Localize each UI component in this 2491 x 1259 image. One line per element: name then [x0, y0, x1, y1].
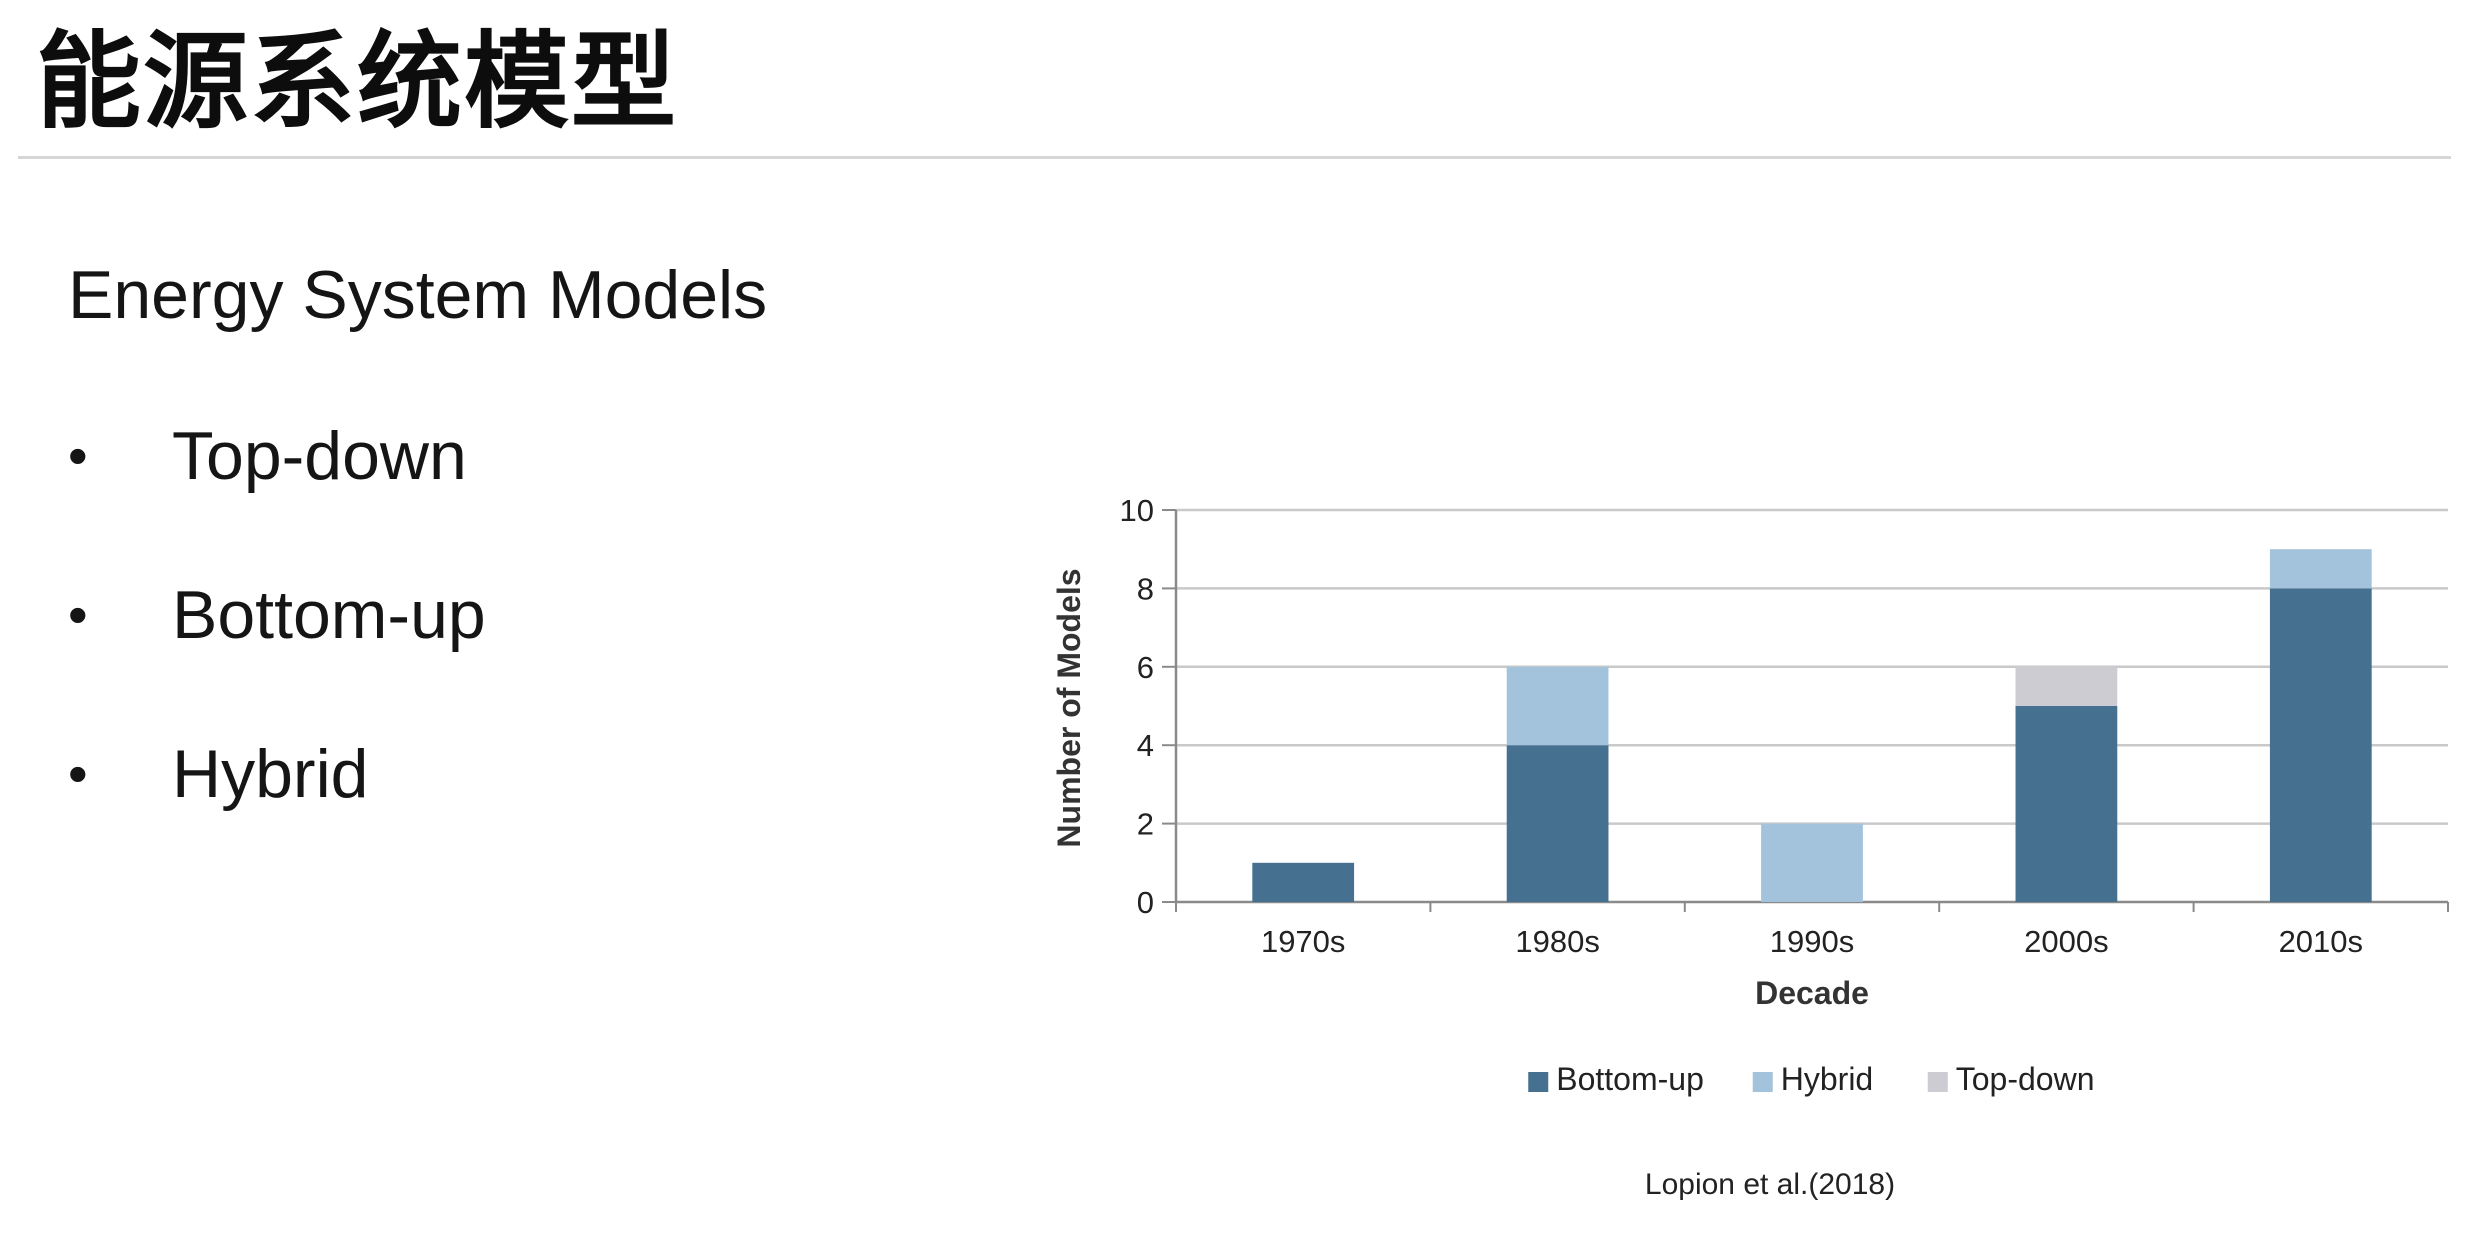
legend-label: Top-down [1956, 1061, 2095, 1097]
legend-swatch-hybrid [1752, 1072, 1773, 1092]
x-tick-label: 1970s [1261, 924, 1345, 959]
legend-label: Hybrid [1781, 1061, 1873, 1097]
y-tick-label: 6 [1137, 650, 1154, 685]
y-tick-label: 2 [1137, 807, 1154, 842]
y-tick-label: 10 [1120, 493, 1154, 528]
bullet-dot-icon: • [68, 583, 88, 646]
x-axis-title: Decade [1755, 975, 1869, 1011]
slide-title: 能源系统模型 [36, 21, 679, 143]
bar-bottom-up-1970s [1252, 862, 1355, 902]
bar-hybrid-2010s [2269, 549, 2372, 589]
legend-swatch-bottom-up [1528, 1072, 1549, 1092]
bullet-dot-icon: • [68, 424, 88, 487]
bar-top-down-2000s [2015, 666, 2118, 706]
title-divider [18, 156, 2451, 159]
y-tick-label: 4 [1137, 728, 1154, 763]
bar-bottom-up-2000s [2015, 706, 2118, 902]
bullet-dot-icon: • [68, 742, 88, 805]
slide-subtitle: Energy System Models [68, 257, 768, 333]
y-tick-label: 0 [1137, 885, 1154, 920]
bullet-label: Top-down [172, 418, 467, 494]
citation: Lopion et al.(2018) [1644, 1168, 1896, 1201]
x-tick-label: 1990s [1770, 924, 1854, 959]
bullet-list: • Top-down • Bottom-up • Hybrid [0, 0, 900, 900]
stacked-bar-chart: 0 2 4 6 8 10 1970s 1980s 1990s 2000s 2010s Decade Nu… [1051, 493, 2449, 1097]
y-tick-label: 8 [1137, 571, 1154, 606]
y-axis-title: Number of Models [1051, 568, 1087, 847]
legend-swatch-top-down [1927, 1072, 1948, 1092]
x-tick-label: 2000s [2024, 924, 2108, 959]
bar-hybrid-1990s [1761, 823, 1863, 902]
bullet-label: Bottom-up [172, 577, 486, 653]
x-tick-label: 1980s [1515, 924, 1599, 959]
x-tick-label: 2010s [2279, 924, 2363, 959]
legend-label: Bottom-up [1556, 1061, 1704, 1097]
bar-hybrid-1980s [1506, 666, 1609, 746]
bullet-label: Hybrid [172, 736, 369, 812]
bar-bottom-up-2010s [2269, 588, 2372, 902]
bar-bottom-up-1980s [1506, 745, 1609, 902]
